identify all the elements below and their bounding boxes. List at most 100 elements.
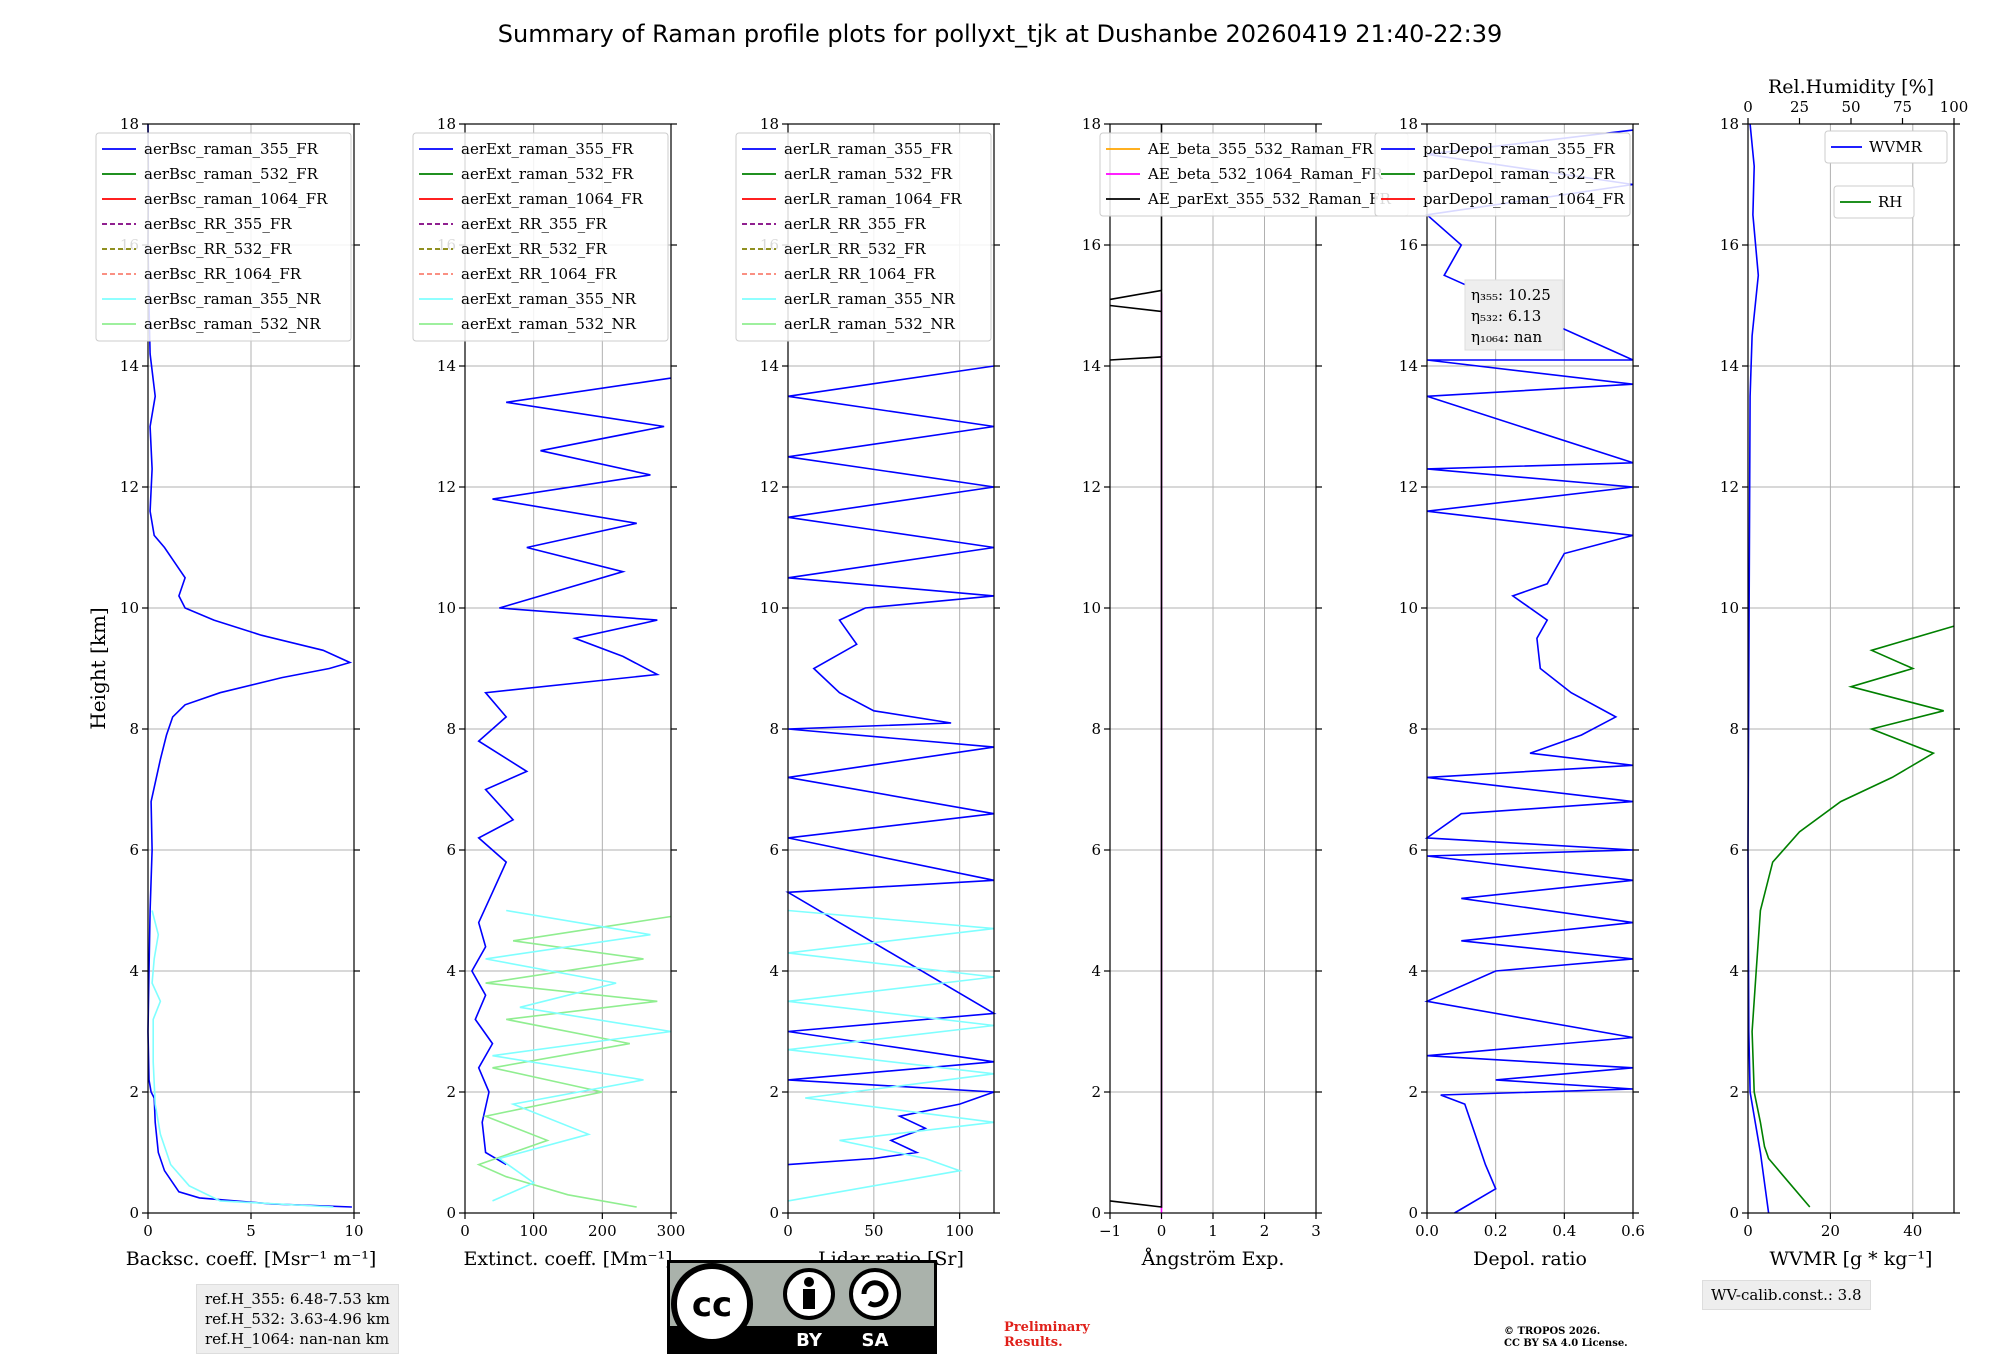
y-tick-label: 2 [769,1083,779,1101]
top-x-tick-label: 0 [1743,98,1753,116]
share-alike-arrow [861,1280,889,1308]
legend-label: aerExt_raman_355_FR [461,140,634,158]
series-line-aerext-raman-355-nr [485,909,672,1202]
legend-box [1824,130,1948,164]
y-tick-label: 0 [769,1204,779,1222]
y-tick-label: 4 [129,962,139,980]
top-x-tick-label: 25 [1790,98,1809,116]
legend-box [1833,185,1915,219]
ref-height-532: ref.H_532: 3.63-4.96 km [205,1310,390,1328]
y-tick-label: 18 [760,115,779,133]
x-tick-label: 100 [519,1222,548,1240]
x-tick-label: 40 [1903,1222,1922,1240]
y-tick-label: 4 [769,962,779,980]
y-tick-label: 14 [760,357,779,375]
x-tick-label: 0 [1743,1222,1753,1240]
series-line-aerlr-raman-355-fr [785,365,997,1166]
y-tick-label: 4 [1729,962,1739,980]
cc-by-label: BY [796,1330,823,1351]
y-tick-label: 12 [1082,478,1101,496]
series-line-aerlr-raman-355-nr [787,909,995,1202]
x-tick-label: 10 [344,1222,363,1240]
eta-annotation-line: η₁₀₆₄: nan [1471,328,1542,346]
y-tick-label: 14 [1399,357,1418,375]
x-axis-label: Extinct. coeff. [Mm⁻¹] [463,1248,672,1270]
legend-label: aerExt_RR_532_FR [461,240,608,258]
x-tick-label: 0 [783,1222,793,1240]
y-tick-label: 2 [1091,1083,1101,1101]
legend-label: aerBsc_raman_1064_FR [144,190,328,208]
cc-sa-label: SA [862,1330,889,1351]
y-tick-label: 10 [1720,599,1739,617]
legend-box [1374,132,1631,217]
legend-label: parDepol_raman_532_FR [1423,165,1616,183]
y-tick-label: 0 [446,1204,456,1222]
x-tick-label: 0 [460,1222,470,1240]
y-tick-label: 14 [120,357,139,375]
y-tick-label: 2 [1408,1083,1418,1101]
x-tick-label: 3 [1311,1222,1321,1240]
x-axis-label: Backsc. coeff. [Msr⁻¹ m⁻¹] [126,1248,377,1270]
preliminary-note: Preliminary Results. [1004,1320,1090,1350]
y-tick-label: 4 [446,962,456,980]
legend-label: aerLR_raman_532_FR [784,165,953,183]
y-tick-label: 0 [1729,1204,1739,1222]
legend-label: aerLR_raman_1064_FR [784,190,962,208]
y-tick-label: 2 [129,1083,139,1101]
y-tick-label: 16 [1720,236,1739,254]
copyright-line-2: CC BY SA 4.0 License. [1504,1338,1628,1349]
cc-logo-icon [671,1263,753,1345]
y-tick-label: 12 [760,478,779,496]
x-tick-label: 1 [1208,1222,1218,1240]
y-tick-label: 0 [1408,1204,1418,1222]
x-tick-label: 0.4 [1552,1222,1576,1240]
y-tick-label: 6 [1091,841,1101,859]
y-tick-label: 6 [446,841,456,859]
y-tick-label: 12 [120,478,139,496]
x-tick-label: 50 [864,1222,883,1240]
y-tick-label: 6 [1729,841,1739,859]
y-tick-label: 18 [1720,115,1739,133]
y-tick-label: 12 [1399,478,1418,496]
y-tick-label: 8 [1729,720,1739,738]
x-tick-label: 300 [657,1222,686,1240]
y-tick-label: 10 [437,599,456,617]
eta-annotation-line: η₃₅₅: 10.25 [1471,286,1551,304]
legend-label: AE_beta_532_1064_Raman_FR [1147,165,1383,183]
y-tick-label: 18 [120,115,139,133]
x-tick-label: 0 [143,1222,153,1240]
y-tick-label: 14 [437,357,456,375]
x-tick-label: 0 [1157,1222,1167,1240]
x-tick-label: 100 [945,1222,974,1240]
figure-title: Summary of Raman profile plots for polly… [497,20,1503,48]
series-line-rh [1751,625,1955,1208]
plot-frame [1426,123,1634,1214]
legend-label: aerExt_RR_355_FR [461,215,608,233]
y-tick-label: 18 [1082,115,1101,133]
legend-label: aerExt_raman_1064_FR [461,190,643,208]
x-tick-label: 0.2 [1484,1222,1508,1240]
wv-calib-box: WV-calib.const.: 3.8 [1702,1280,1871,1310]
legend-label: aerLR_RR_1064_FR [784,265,936,283]
legend-label: WVMR [1869,138,1923,156]
top-axis-label: Rel.Humidity [%] [1768,76,1934,98]
series-line-ae-parext-355-532-raman-fr [1109,124,1163,1208]
top-x-tick-label: 50 [1841,98,1860,116]
x-axis-label: WVMR [g * kg⁻¹] [1770,1248,1933,1270]
x-axis-label: Depol. ratio [1473,1248,1587,1270]
wv-calib-constant: WV-calib.const.: 3.8 [1711,1286,1862,1304]
series-line-aerext-raman-532-nr [476,915,672,1208]
copyright-note: © TROPOS 2026. CC BY SA 4.0 License. [1504,1326,1628,1350]
x-tick-label: −1 [1099,1222,1121,1240]
y-tick-label: 0 [1091,1204,1101,1222]
legend-label: aerBsc_raman_355_NR [144,290,321,308]
x-tick-label: 2 [1260,1222,1270,1240]
legend-label: aerLR_raman_532_NR [784,315,955,333]
eta-annotation-line: η₅₃₂: 6.13 [1471,307,1541,325]
series-line-aerbsc-raman-355-nr [151,910,334,1208]
x-tick-label: 20 [1821,1222,1840,1240]
top-x-tick-label: 100 [1940,98,1969,116]
y-tick-label: 14 [1082,357,1101,375]
legend-label: AE_parExt_355_532_Raman_FR [1147,190,1392,208]
